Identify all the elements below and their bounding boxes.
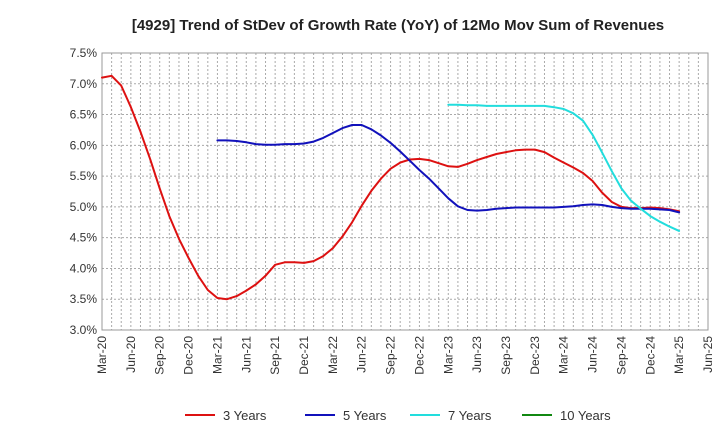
- x-tick-label: Sep-23: [499, 336, 513, 375]
- legend: 3 Years 5 Years 7 Years 10 Years: [185, 408, 611, 423]
- plot-frame: [101, 52, 709, 331]
- y-tick-label: 6.0%: [70, 138, 98, 152]
- y-tick-label: 4.0%: [70, 261, 98, 275]
- chart-title: [4929] Trend of StDev of Growth Rate (Yo…: [132, 17, 664, 34]
- x-tick-label: Dec-24: [643, 336, 657, 375]
- x-tick-label: Dec-23: [528, 336, 542, 375]
- x-tick-label: Mar-21: [210, 336, 224, 374]
- y-tick-label: 3.5%: [70, 292, 98, 306]
- y-axis: 3.0% 3.5% 4.0% 4.5% 5.0% 5.5% 6.0% 6.5% 7.0% 7.5%: [70, 46, 98, 337]
- x-tick-label: Mar-23: [441, 336, 455, 374]
- y-tick-label: 3.0%: [70, 323, 98, 337]
- series-layer: [101, 74, 681, 301]
- x-tick-label: Dec-22: [412, 336, 426, 375]
- x-tick-label: Sep-20: [153, 336, 167, 375]
- x-tick-label: Jun-23: [470, 336, 484, 373]
- x-tick-label: Jun-22: [355, 336, 369, 373]
- y-tick-label: 6.5%: [70, 108, 98, 122]
- x-tick-label: Mar-20: [95, 336, 109, 374]
- x-tick-label: Jun-24: [586, 336, 600, 373]
- legend-label-3-years: 3 Years: [223, 408, 267, 423]
- x-tick-label: Mar-22: [326, 336, 340, 374]
- y-tick-label: 5.0%: [70, 200, 98, 214]
- y-tick-label: 7.0%: [70, 77, 98, 91]
- x-tick-label: Sep-24: [614, 336, 628, 375]
- x-axis: Mar-20 Jun-20 Sep-20 Dec-20 Mar-21 Jun-21 Sep-…: [95, 336, 715, 375]
- legend-label-10-years: 10 Years: [560, 408, 611, 423]
- y-tick-label: 7.5%: [70, 46, 98, 60]
- x-tick-label: Mar-25: [672, 336, 686, 374]
- series-line-3-years: [101, 74, 681, 301]
- legend-label-5-years: 5 Years: [343, 408, 387, 423]
- legend-label-7-years: 7 Years: [448, 408, 492, 423]
- x-tick-label: Mar-24: [557, 336, 571, 374]
- x-tick-label: Dec-20: [182, 336, 196, 375]
- y-tick-label: 5.5%: [70, 169, 98, 183]
- x-tick-label: Jun-25: [701, 336, 715, 373]
- x-tick-label: Dec-21: [297, 336, 311, 375]
- x-tick-label: Jun-20: [124, 336, 138, 373]
- grid: [101, 52, 709, 331]
- x-tick-label: Jun-21: [239, 336, 253, 373]
- series-line-7-years: [447, 103, 681, 232]
- x-tick-label: Sep-21: [268, 336, 282, 375]
- y-tick-label: 4.5%: [70, 231, 98, 245]
- series-line-5-years: [216, 124, 681, 214]
- x-tick-label: Sep-22: [384, 336, 398, 375]
